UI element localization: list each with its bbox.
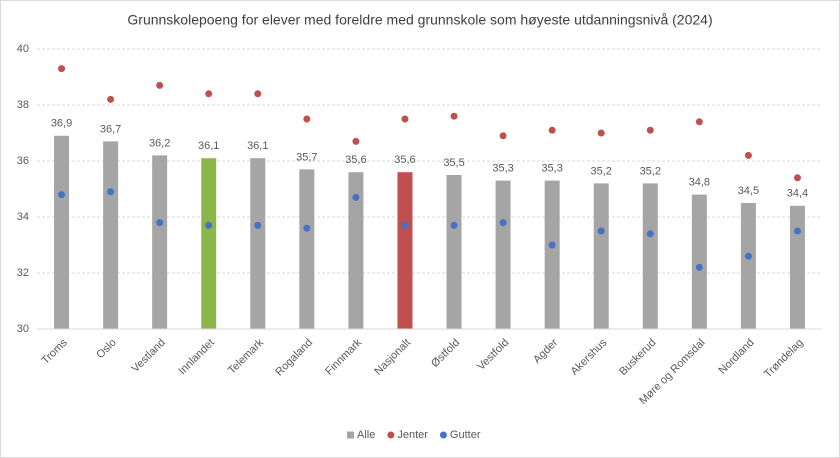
bar — [250, 158, 266, 329]
data-label: 35,6 — [345, 154, 366, 166]
data-label: 36,2 — [149, 137, 170, 149]
point — [646, 230, 654, 238]
point — [254, 221, 262, 229]
point — [646, 126, 654, 134]
bar — [348, 172, 364, 329]
point — [205, 221, 213, 229]
bar — [446, 175, 462, 329]
y-tick-label: 32 — [17, 267, 29, 279]
point — [303, 224, 311, 232]
bar — [593, 183, 609, 329]
point — [597, 227, 605, 235]
data-label: 35,2 — [591, 165, 612, 177]
bar — [789, 205, 805, 329]
data-label: 34,8 — [689, 177, 710, 189]
point — [107, 95, 115, 103]
bar — [642, 183, 658, 329]
point — [499, 219, 507, 227]
point — [548, 241, 556, 249]
legend-swatch — [439, 431, 447, 439]
data-label: 35,3 — [492, 163, 513, 175]
bar — [103, 141, 119, 329]
point — [744, 252, 752, 260]
point — [205, 90, 213, 98]
point — [401, 115, 409, 123]
data-label: 35,5 — [443, 157, 464, 169]
point — [254, 90, 262, 98]
bar — [691, 194, 707, 329]
bar — [495, 180, 511, 329]
data-label: 35,3 — [541, 163, 562, 175]
legend-label: Gutter — [450, 429, 481, 441]
point — [793, 227, 801, 235]
point — [695, 118, 703, 126]
point — [303, 115, 311, 123]
y-tick-label: 30 — [17, 323, 29, 335]
bar — [299, 169, 315, 329]
point — [548, 126, 556, 134]
data-label: 34,4 — [787, 188, 808, 200]
point — [401, 221, 409, 229]
data-label: 35,2 — [640, 165, 661, 177]
bar — [152, 155, 168, 329]
bar — [54, 135, 70, 329]
point — [156, 219, 164, 227]
point — [695, 263, 703, 271]
point — [450, 112, 458, 120]
data-label: 36,1 — [198, 140, 219, 152]
chart-title: Grunnskolepoeng for elever med foreldre … — [127, 12, 712, 28]
y-tick-label: 34 — [17, 211, 29, 223]
legend-label: Jenter — [397, 429, 428, 441]
y-tick-label: 40 — [17, 43, 29, 55]
point — [597, 129, 605, 137]
point — [450, 221, 458, 229]
data-label: 35,7 — [296, 151, 317, 163]
legend-label: Alle — [357, 429, 375, 441]
point — [499, 132, 507, 140]
legend-swatch — [387, 431, 395, 439]
point — [744, 151, 752, 159]
point — [352, 137, 360, 145]
point — [58, 191, 66, 199]
data-label: 34,5 — [738, 185, 759, 197]
point — [107, 188, 115, 196]
data-label: 36,1 — [247, 140, 268, 152]
data-label: 36,7 — [100, 123, 121, 135]
data-label: 36,9 — [51, 118, 72, 130]
bar — [397, 172, 413, 329]
bar — [201, 158, 217, 329]
y-tick-label: 38 — [17, 99, 29, 111]
legend-swatch — [347, 431, 354, 439]
point — [352, 193, 360, 201]
point — [58, 65, 66, 73]
bar — [740, 203, 756, 329]
data-label: 35,6 — [394, 154, 415, 166]
point — [793, 174, 801, 182]
bar — [544, 180, 560, 329]
y-tick-label: 36 — [17, 155, 29, 167]
point — [156, 81, 164, 89]
